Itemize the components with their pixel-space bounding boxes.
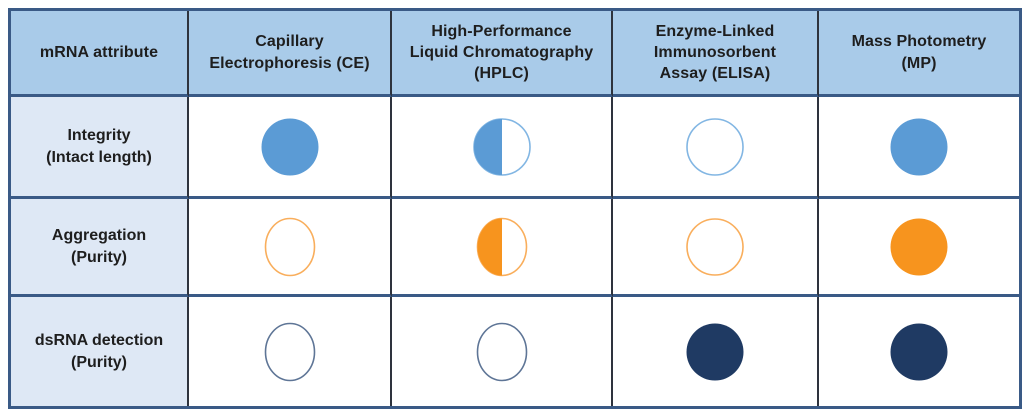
rating-circle-empty-oval: [476, 322, 527, 381]
rating-circle-full: [890, 218, 948, 275]
row-label-2: Aggregation (Purity): [11, 199, 189, 297]
header-label-line: Electrophoresis (CE): [209, 54, 370, 72]
rating-circle-full: [890, 118, 948, 175]
matrix-cell: [392, 297, 613, 406]
matrix-cell: [819, 199, 1019, 297]
comparison-table: mRNA attribute Capillary Electrophoresis (…: [8, 8, 1022, 409]
column-header-3: Enzyme-Linked Immunosorbent Assay (ELISA): [613, 11, 819, 97]
row-label-line: (Purity): [71, 248, 127, 266]
header-mrna-attribute: mRNA attribute: [11, 11, 189, 97]
header-label-line: Enzyme-Linked: [655, 22, 775, 40]
rating-circle-half-oval: [476, 217, 527, 276]
rating-circle-half: [472, 117, 531, 176]
matrix-cell: [819, 297, 1019, 406]
matrix-cell: [819, 97, 1019, 199]
header-label-line: Liquid Chromatography: [409, 43, 594, 61]
row-label-1: Integrity (Intact length): [11, 97, 189, 199]
rating-circle-full: [890, 323, 948, 380]
row-label-line: dsRNA detection: [34, 332, 164, 350]
header-label: mRNA attribute: [39, 43, 159, 61]
rating-circle-empty: [686, 217, 744, 276]
header-label-line: (HPLC): [474, 65, 529, 83]
row-label-line: Integrity: [67, 127, 131, 145]
row-label-line: Aggregation: [51, 227, 147, 245]
matrix-cell: [613, 297, 819, 406]
column-header-4: Mass Photometry (MP): [819, 11, 1019, 97]
header-label-line: Immunosorbent: [653, 43, 777, 61]
rating-circle-empty-oval: [264, 217, 315, 276]
row-label-3: dsRNA detection (Purity): [11, 297, 189, 406]
matrix-cell: [189, 199, 392, 297]
matrix-cell: [392, 97, 613, 199]
rating-circle-empty: [686, 117, 744, 176]
matrix-cell: [392, 199, 613, 297]
header-label-line: High-Performance: [431, 22, 572, 40]
header-label-line: (MP): [901, 54, 937, 72]
header-label-line: Mass Photometry: [851, 33, 987, 51]
header-label-line: Capillary: [255, 33, 324, 51]
row-label-line: (Intact length): [46, 148, 152, 166]
matrix-cell: [613, 199, 819, 297]
header-label-line: Assay (ELISA): [659, 65, 771, 83]
row-label-line: (Purity): [71, 353, 127, 371]
rating-circle-full: [261, 118, 318, 175]
column-header-2: High-Performance Liquid Chromatography (HP…: [392, 11, 613, 97]
matrix-cell: [613, 97, 819, 199]
matrix-cell: [189, 297, 392, 406]
column-header-1: Capillary Electrophoresis (CE): [189, 11, 392, 97]
matrix-cell: [189, 97, 392, 199]
rating-circle-empty-oval: [264, 322, 315, 381]
rating-circle-full: [686, 323, 744, 380]
